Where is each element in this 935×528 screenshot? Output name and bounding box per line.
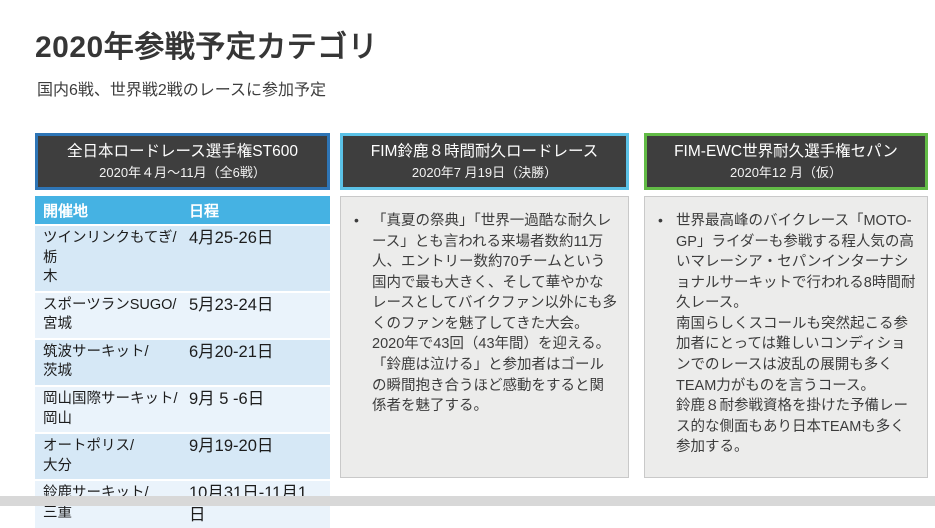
date-cell: 4月25-26日 — [189, 229, 274, 247]
domestic-card-dates: 2020年４月～11月（全6戦） — [99, 165, 266, 181]
ewc-sepang-description: 世界最高峰のバイクレース「MOTO-GP」ライダーも参戦する程人気の高いマレーシ… — [676, 213, 916, 456]
schedule-table: 開催地 日程 ツインリンクもてぎ/栃 木 4月25-26日 スポーツランSUGO… — [35, 196, 330, 528]
date-cell: 5月23-24日 — [189, 295, 274, 314]
venue-cell: ツインリンクもてぎ/栃 木 — [43, 230, 177, 286]
table-row: スポーツランSUGO/ 宮城 5月23-24日 — [35, 290, 330, 338]
suzuka8h-card: FIM鈴鹿８時間耐久ロードレース 2020年7 月19日（決勝） • 「真夏の祭… — [340, 133, 629, 478]
venue-cell: 岡山国際サーキット/ 岡山 — [43, 390, 178, 427]
venue-cell: 筑波サーキット/ 茨城 — [43, 343, 149, 380]
suzuka8h-card-header: FIM鈴鹿８時間耐久ロードレース 2020年7 月19日（決勝） — [340, 133, 629, 190]
bullet-list-item: • 世界最高峰のバイクレース「MOTO-GP」ライダーも参戦する程人気の高いマレ… — [655, 211, 917, 458]
ewc-sepang-card: FIM-EWC世界耐久選手権セパン 2020年12 月（仮） • 世界最高峰のバ… — [644, 133, 928, 478]
date-cell: 9月19-20日 — [189, 437, 274, 456]
bullet-icon: • — [658, 212, 663, 228]
page-subtitle: 国内6戦、世界戦2戦のレースに参加予定 — [37, 82, 326, 99]
schedule-table-header: 開催地 日程 — [35, 196, 330, 224]
date-cell: 9月 5 -6日 — [189, 389, 265, 408]
suzuka8h-description: 「真夏の祭典」「世界一過酷な耐久レース」とも言われる来場者数約11万人、エントリ… — [372, 213, 618, 415]
table-row: 岡山国際サーキット/ 岡山 9月 5 -6日 — [35, 384, 330, 433]
bullet-icon: • — [354, 212, 359, 228]
table-row: オートポリス/ 大分 9月19-20日 — [35, 432, 330, 480]
slide: 2020年参戦予定カテゴリ 国内6戦、世界戦2戦のレースに参加予定 全日本ロード… — [0, 31, 935, 528]
ewc-sepang-card-date: 2020年12 月（仮） — [730, 165, 842, 181]
venue-cell: オートポリス/ 大分 — [43, 438, 135, 474]
date-cell: 6月20-21日 — [189, 342, 274, 361]
suzuka8h-card-title: FIM鈴鹿８時間耐久ロードレース — [370, 143, 599, 160]
date-column-header: 日程 — [189, 202, 220, 220]
suzuka8h-card-date: 2020年7 月19日（決勝） — [411, 165, 558, 181]
domestic-series-card: 全日本ロードレース選手権ST600 2020年４月～11月（全6戦） 開催地 日… — [35, 133, 330, 528]
table-row: 筑波サーキット/ 茨城 6月20-21日 — [35, 337, 330, 385]
page-title: 2020年参戦予定カテゴリ — [35, 31, 379, 64]
ewc-sepang-card-body: • 世界最高峰のバイクレース「MOTO-GP」ライダーも参戦する程人気の高いマレ… — [644, 196, 928, 478]
suzuka8h-card-body: • 「真夏の祭典」「世界一過酷な耐久レース」とも言われる来場者数約11万人、エン… — [340, 196, 629, 478]
ewc-sepang-card-header: FIM-EWC世界耐久選手権セパン 2020年12 月（仮） — [644, 133, 928, 190]
domestic-card-title: 全日本ロードレース選手権ST600 — [67, 143, 298, 160]
table-row: ツインリンクもてぎ/栃 木 4月25-26日 — [35, 224, 330, 291]
venue-cell: スポーツランSUGO/ 宮城 — [43, 296, 177, 333]
bottom-bar — [0, 496, 935, 506]
domestic-card-header: 全日本ロードレース選手権ST600 2020年４月～11月（全6戦） — [35, 133, 330, 190]
schedule-table-body: ツインリンクもてぎ/栃 木 4月25-26日 スポーツランSUGO/ 宮城 5月… — [35, 224, 330, 528]
bullet-list-item: • 「真夏の祭典」「世界一過酷な耐久レース」とも言われる来場者数約11万人、エン… — [351, 211, 618, 417]
venue-column-header: 開催地 — [43, 202, 89, 220]
ewc-sepang-card-title: FIM-EWC世界耐久選手権セパン — [674, 143, 898, 160]
